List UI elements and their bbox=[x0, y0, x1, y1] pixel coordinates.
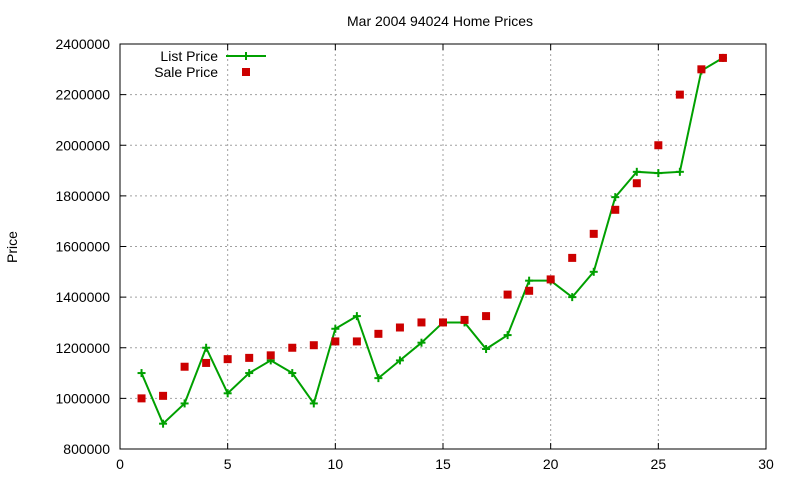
data-point bbox=[266, 351, 275, 360]
x-tick-label: 25 bbox=[651, 456, 667, 472]
series-line bbox=[140, 57, 724, 426]
axes: 0 5 10 15 20 25 30 800000 1000000 1200000 1400000 1… bbox=[55, 36, 774, 472]
y-tick-label: 2000000 bbox=[55, 137, 110, 153]
data-point bbox=[245, 369, 254, 378]
data-point bbox=[568, 253, 577, 262]
data-point bbox=[568, 293, 577, 302]
data-point bbox=[417, 338, 426, 347]
data-point bbox=[395, 323, 404, 332]
data-point bbox=[374, 374, 383, 383]
data-point bbox=[482, 345, 491, 354]
data-point bbox=[137, 369, 146, 378]
y-tick-label: 1200000 bbox=[55, 340, 110, 356]
data-point bbox=[439, 318, 447, 327]
data-point bbox=[482, 312, 491, 321]
grid-lines bbox=[120, 44, 766, 449]
data-point bbox=[611, 193, 620, 202]
data-point bbox=[202, 343, 211, 352]
y-tick-label: 800000 bbox=[63, 441, 110, 457]
x-tick-label: 20 bbox=[543, 456, 559, 472]
data-point bbox=[331, 324, 340, 333]
data-point bbox=[223, 355, 232, 364]
data-point bbox=[654, 141, 663, 150]
y-axis-label: Price bbox=[4, 231, 20, 263]
x-tick-label: 10 bbox=[328, 456, 344, 472]
x-tick-label: 15 bbox=[435, 456, 451, 472]
y-tick-label: 1400000 bbox=[55, 289, 110, 305]
y-tick-label: 2400000 bbox=[55, 36, 110, 52]
data-point bbox=[675, 167, 684, 176]
data-point bbox=[159, 391, 168, 400]
chart-title: Mar 2004 94024 Home Prices bbox=[347, 13, 533, 29]
data-point bbox=[611, 205, 620, 214]
data-point bbox=[395, 356, 404, 365]
legend-marker bbox=[242, 68, 250, 76]
data-point bbox=[417, 318, 426, 327]
x-tick-label: 5 bbox=[224, 456, 232, 472]
data-point bbox=[525, 286, 534, 295]
data-point bbox=[202, 358, 211, 367]
x-tick-label: 30 bbox=[758, 456, 774, 472]
data-point bbox=[137, 394, 146, 403]
data-point bbox=[223, 389, 232, 398]
data-point bbox=[503, 290, 512, 299]
y-tick-label: 1000000 bbox=[55, 390, 110, 406]
data-point bbox=[546, 275, 555, 284]
series-layer bbox=[137, 53, 727, 428]
data-point bbox=[352, 312, 361, 321]
data-point bbox=[654, 169, 663, 178]
data-point bbox=[180, 362, 189, 371]
legend-label: Sale Price bbox=[154, 64, 218, 80]
data-point bbox=[309, 341, 318, 350]
data-point bbox=[331, 337, 340, 346]
data-point bbox=[352, 337, 361, 346]
data-point bbox=[718, 53, 727, 62]
data-point bbox=[675, 90, 684, 99]
data-point bbox=[245, 353, 254, 362]
y-tick-label: 2200000 bbox=[55, 87, 110, 103]
data-point bbox=[180, 399, 189, 408]
data-point bbox=[288, 369, 297, 378]
data-point bbox=[589, 229, 598, 238]
data-point bbox=[697, 65, 706, 74]
y-tick-label: 1800000 bbox=[55, 188, 110, 204]
series-list-price bbox=[137, 53, 727, 428]
data-point bbox=[288, 343, 297, 352]
data-point bbox=[525, 276, 534, 285]
data-point bbox=[632, 179, 641, 188]
data-point bbox=[460, 315, 469, 324]
data-point bbox=[589, 267, 598, 276]
series-sale-price bbox=[137, 53, 727, 403]
x-tick-label: 0 bbox=[116, 456, 124, 472]
data-point bbox=[159, 419, 168, 428]
data-point bbox=[374, 329, 383, 338]
legend-marker bbox=[242, 52, 250, 60]
data-point bbox=[632, 167, 641, 176]
legend-label: List Price bbox=[160, 48, 218, 64]
y-tick-label: 1600000 bbox=[55, 239, 110, 255]
data-point bbox=[503, 331, 512, 340]
data-point bbox=[309, 399, 318, 408]
